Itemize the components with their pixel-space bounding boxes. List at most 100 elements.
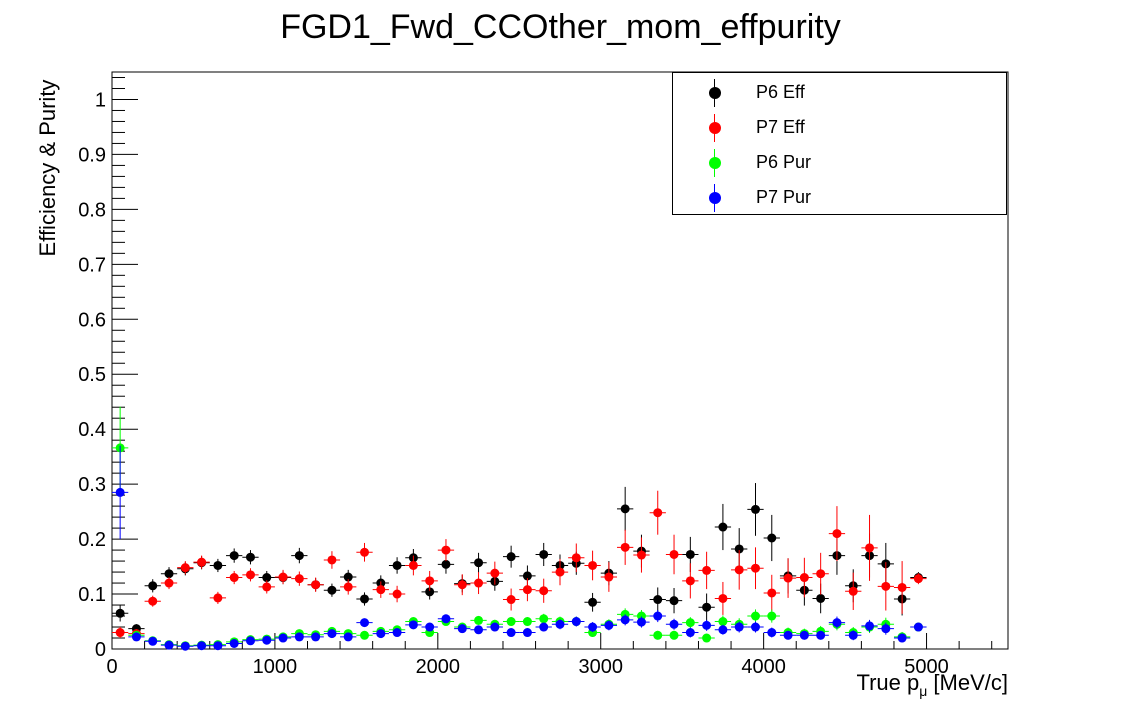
series-p7-pur [112,445,927,651]
y-tick-label: 0.1 [78,584,106,606]
data-point [278,633,288,643]
data-point [539,549,549,559]
y-tick-label: 0.6 [78,309,106,331]
data-point [897,633,907,643]
data-point [262,635,272,645]
data-point [327,629,337,639]
data-point [213,641,223,651]
data-point [669,619,679,629]
data-point [148,596,158,606]
data-point [131,632,141,642]
data-point [229,639,239,649]
data-point [425,622,435,632]
data-point [311,580,321,590]
data-point [685,628,695,638]
data-point [506,617,516,627]
data-point [294,632,304,642]
data-point [865,543,875,553]
data-point [669,630,679,640]
data-point [555,567,565,577]
data-point [702,620,712,630]
data-point [750,504,760,514]
data-point [327,585,337,595]
data-point [653,595,663,605]
data-point [571,553,581,563]
legend-marker [709,87,721,99]
data-point [197,557,207,567]
data-point [197,641,207,651]
data-point [164,569,174,579]
x-axis-label-unit: [MeV/c] [927,670,1008,695]
data-point [360,618,370,628]
data-point [474,558,484,568]
data-point [636,617,646,627]
y-tick-label: 0.9 [78,144,106,166]
data-point [392,560,402,570]
x-tick-label: 0 [106,656,117,678]
data-point [506,595,516,605]
data-point [294,574,304,584]
data-point [718,625,728,635]
y-tick-label: 1 [95,89,106,111]
data-point [881,624,891,634]
data-point [588,597,598,607]
legend-item: P7 Eff [673,114,1006,144]
data-point [767,588,777,598]
data-point [881,581,891,591]
y-tick-label: 0.3 [78,474,106,496]
x-axis-label: True pμ [MeV/c] [856,670,1008,699]
legend-marker [709,157,721,169]
data-point [474,578,484,588]
legend-label: P6 Eff [756,82,805,102]
data-point [620,504,630,514]
data-point [799,630,809,640]
data-point [180,641,190,651]
data-point [522,617,532,627]
series-p6-pur [112,406,927,651]
data-point [457,624,467,634]
data-point [783,573,793,583]
data-point [897,582,907,592]
x-axis-label-main: True p [856,670,920,695]
data-point [245,636,255,646]
data-point [408,560,418,570]
data-point [506,552,516,562]
x-tick-label: 2000 [416,656,461,678]
data-point [164,640,174,650]
x-tick-label: 1000 [253,656,298,678]
y-tick-label: 0 [95,639,106,661]
data-point [669,596,679,606]
data-point [685,549,695,559]
data-point [408,620,418,630]
data-point [588,622,598,632]
data-point [392,589,402,599]
data-point [913,574,923,584]
data-point [360,630,370,640]
legend-item: P6 Eff [673,79,1006,109]
data-point [718,522,728,532]
legend-label: P7 Pur [756,187,812,207]
data-point [702,633,712,643]
data-point [148,636,158,646]
data-point [164,578,174,588]
data-point [457,580,467,590]
data-point [913,622,923,632]
data-point [669,549,679,559]
data-point [604,620,614,630]
data-point [425,576,435,586]
data-point [832,529,842,539]
data-point [767,628,777,638]
data-point [180,563,190,573]
data-point [783,630,793,640]
data-point [848,630,858,640]
data-point [262,582,272,592]
data-point [604,572,614,582]
data-point [360,547,370,557]
data-point [767,533,777,543]
data-point [734,544,744,554]
data-point [343,572,353,582]
data-point [718,617,728,627]
legend-marker [709,122,721,134]
data-point [685,618,695,628]
x-tick-label: 5000 [904,656,949,678]
